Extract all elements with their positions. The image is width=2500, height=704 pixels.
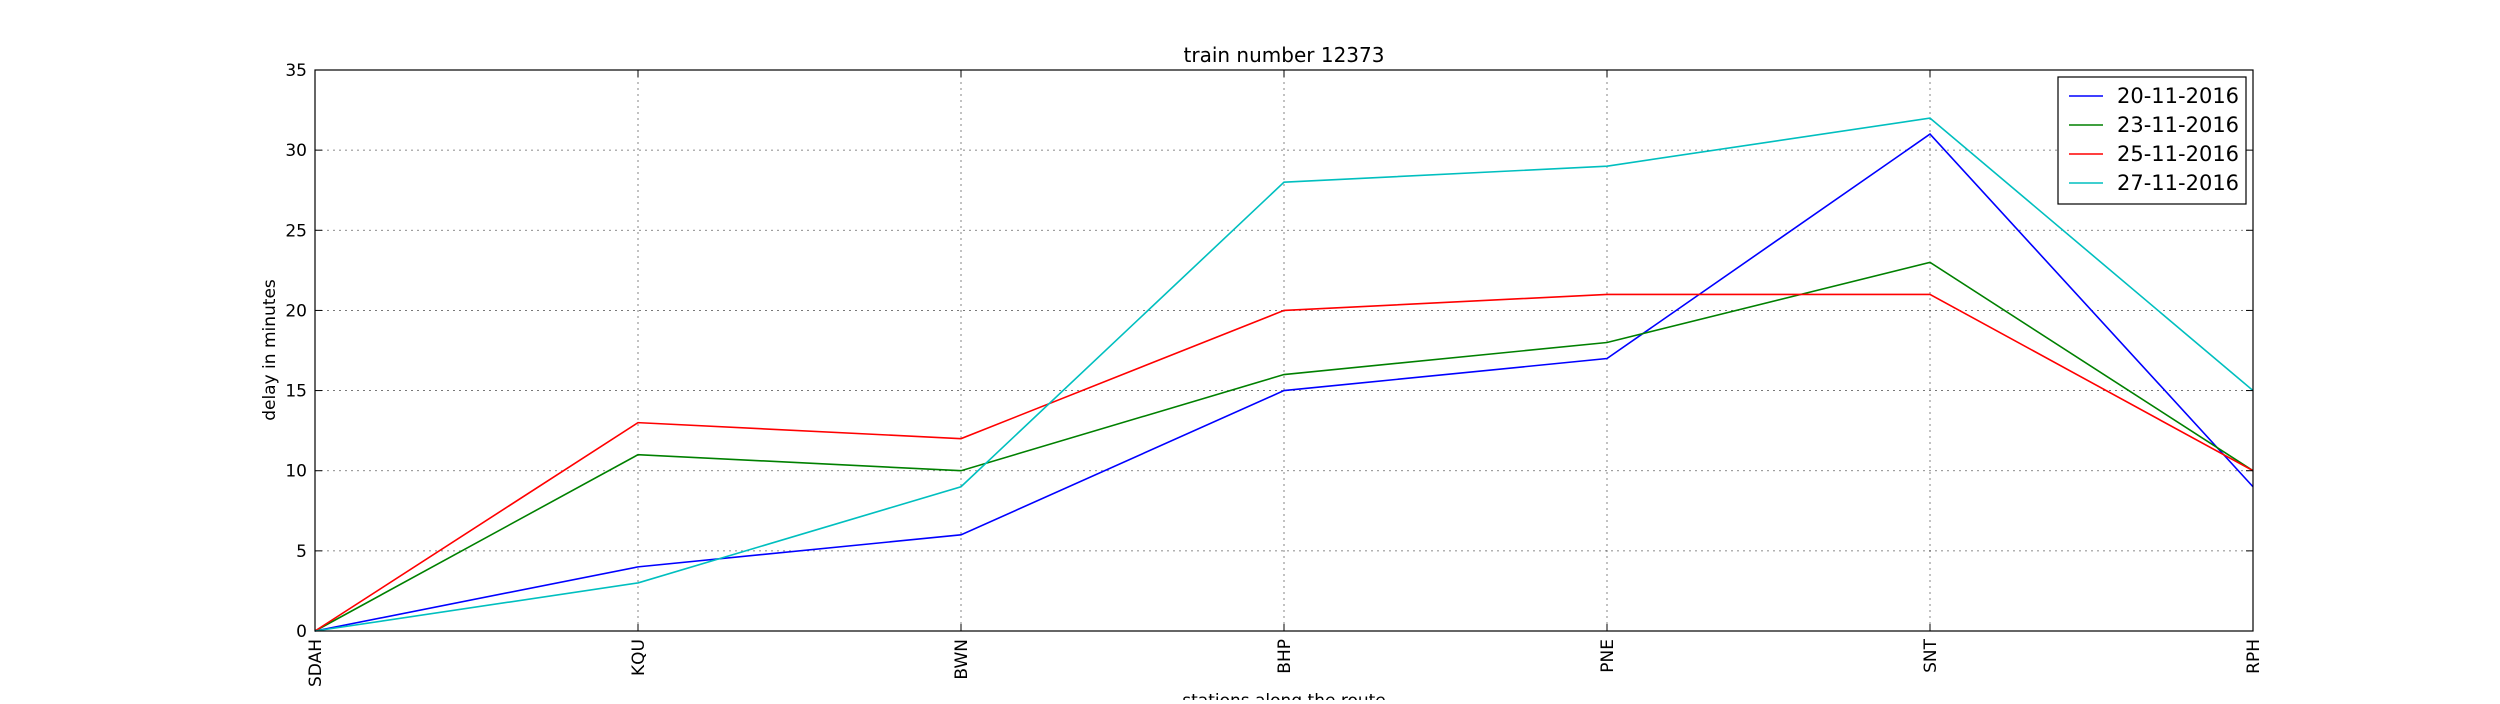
series-line	[314, 261, 2254, 632]
gridlines	[315, 70, 2253, 631]
axis-ticks: SDAH KQU BWN BHP PNE SNT RPH 0 5 10 15 20 25 30 35	[285, 61, 2264, 687]
x-tick-label: SNT	[1921, 638, 1941, 673]
x-tick-label: RPH	[2244, 639, 2264, 674]
y-tick-label: 25	[285, 221, 307, 241]
legend-label: 23-11-2016	[2117, 113, 2239, 137]
x-tick-label: SDAH	[306, 639, 326, 687]
y-tick-label: 0	[296, 622, 307, 642]
x-tick-label: BHP	[1275, 639, 1295, 674]
y-tick-label: 30	[285, 141, 307, 161]
series-line	[314, 133, 2254, 632]
y-tick-label: 15	[285, 382, 307, 402]
x-tick-label: KQU	[629, 639, 649, 676]
y-axis-label: delay in minutes	[260, 279, 280, 421]
series-line	[314, 117, 2254, 632]
series-line	[314, 293, 2254, 632]
y-tick-label: 35	[285, 61, 307, 81]
x-tick-label: PNE	[1598, 639, 1618, 673]
x-axis-label: stations along the route	[1182, 691, 1386, 700]
legend-label: 20-11-2016	[2117, 84, 2239, 108]
x-tick-label: BWN	[952, 639, 972, 680]
y-tick-label: 20	[285, 301, 307, 321]
legend-label: 25-11-2016	[2117, 142, 2239, 166]
y-tick-label: 5	[296, 542, 307, 562]
legend: 20-11-2016 23-11-2016 25-11-2016 27-11-2016	[2057, 76, 2247, 205]
series-lines	[314, 117, 2254, 632]
legend-label: 27-11-2016	[2117, 171, 2239, 195]
chart-title: train number 12373	[1184, 43, 1385, 67]
y-tick-label: 10	[285, 462, 307, 482]
